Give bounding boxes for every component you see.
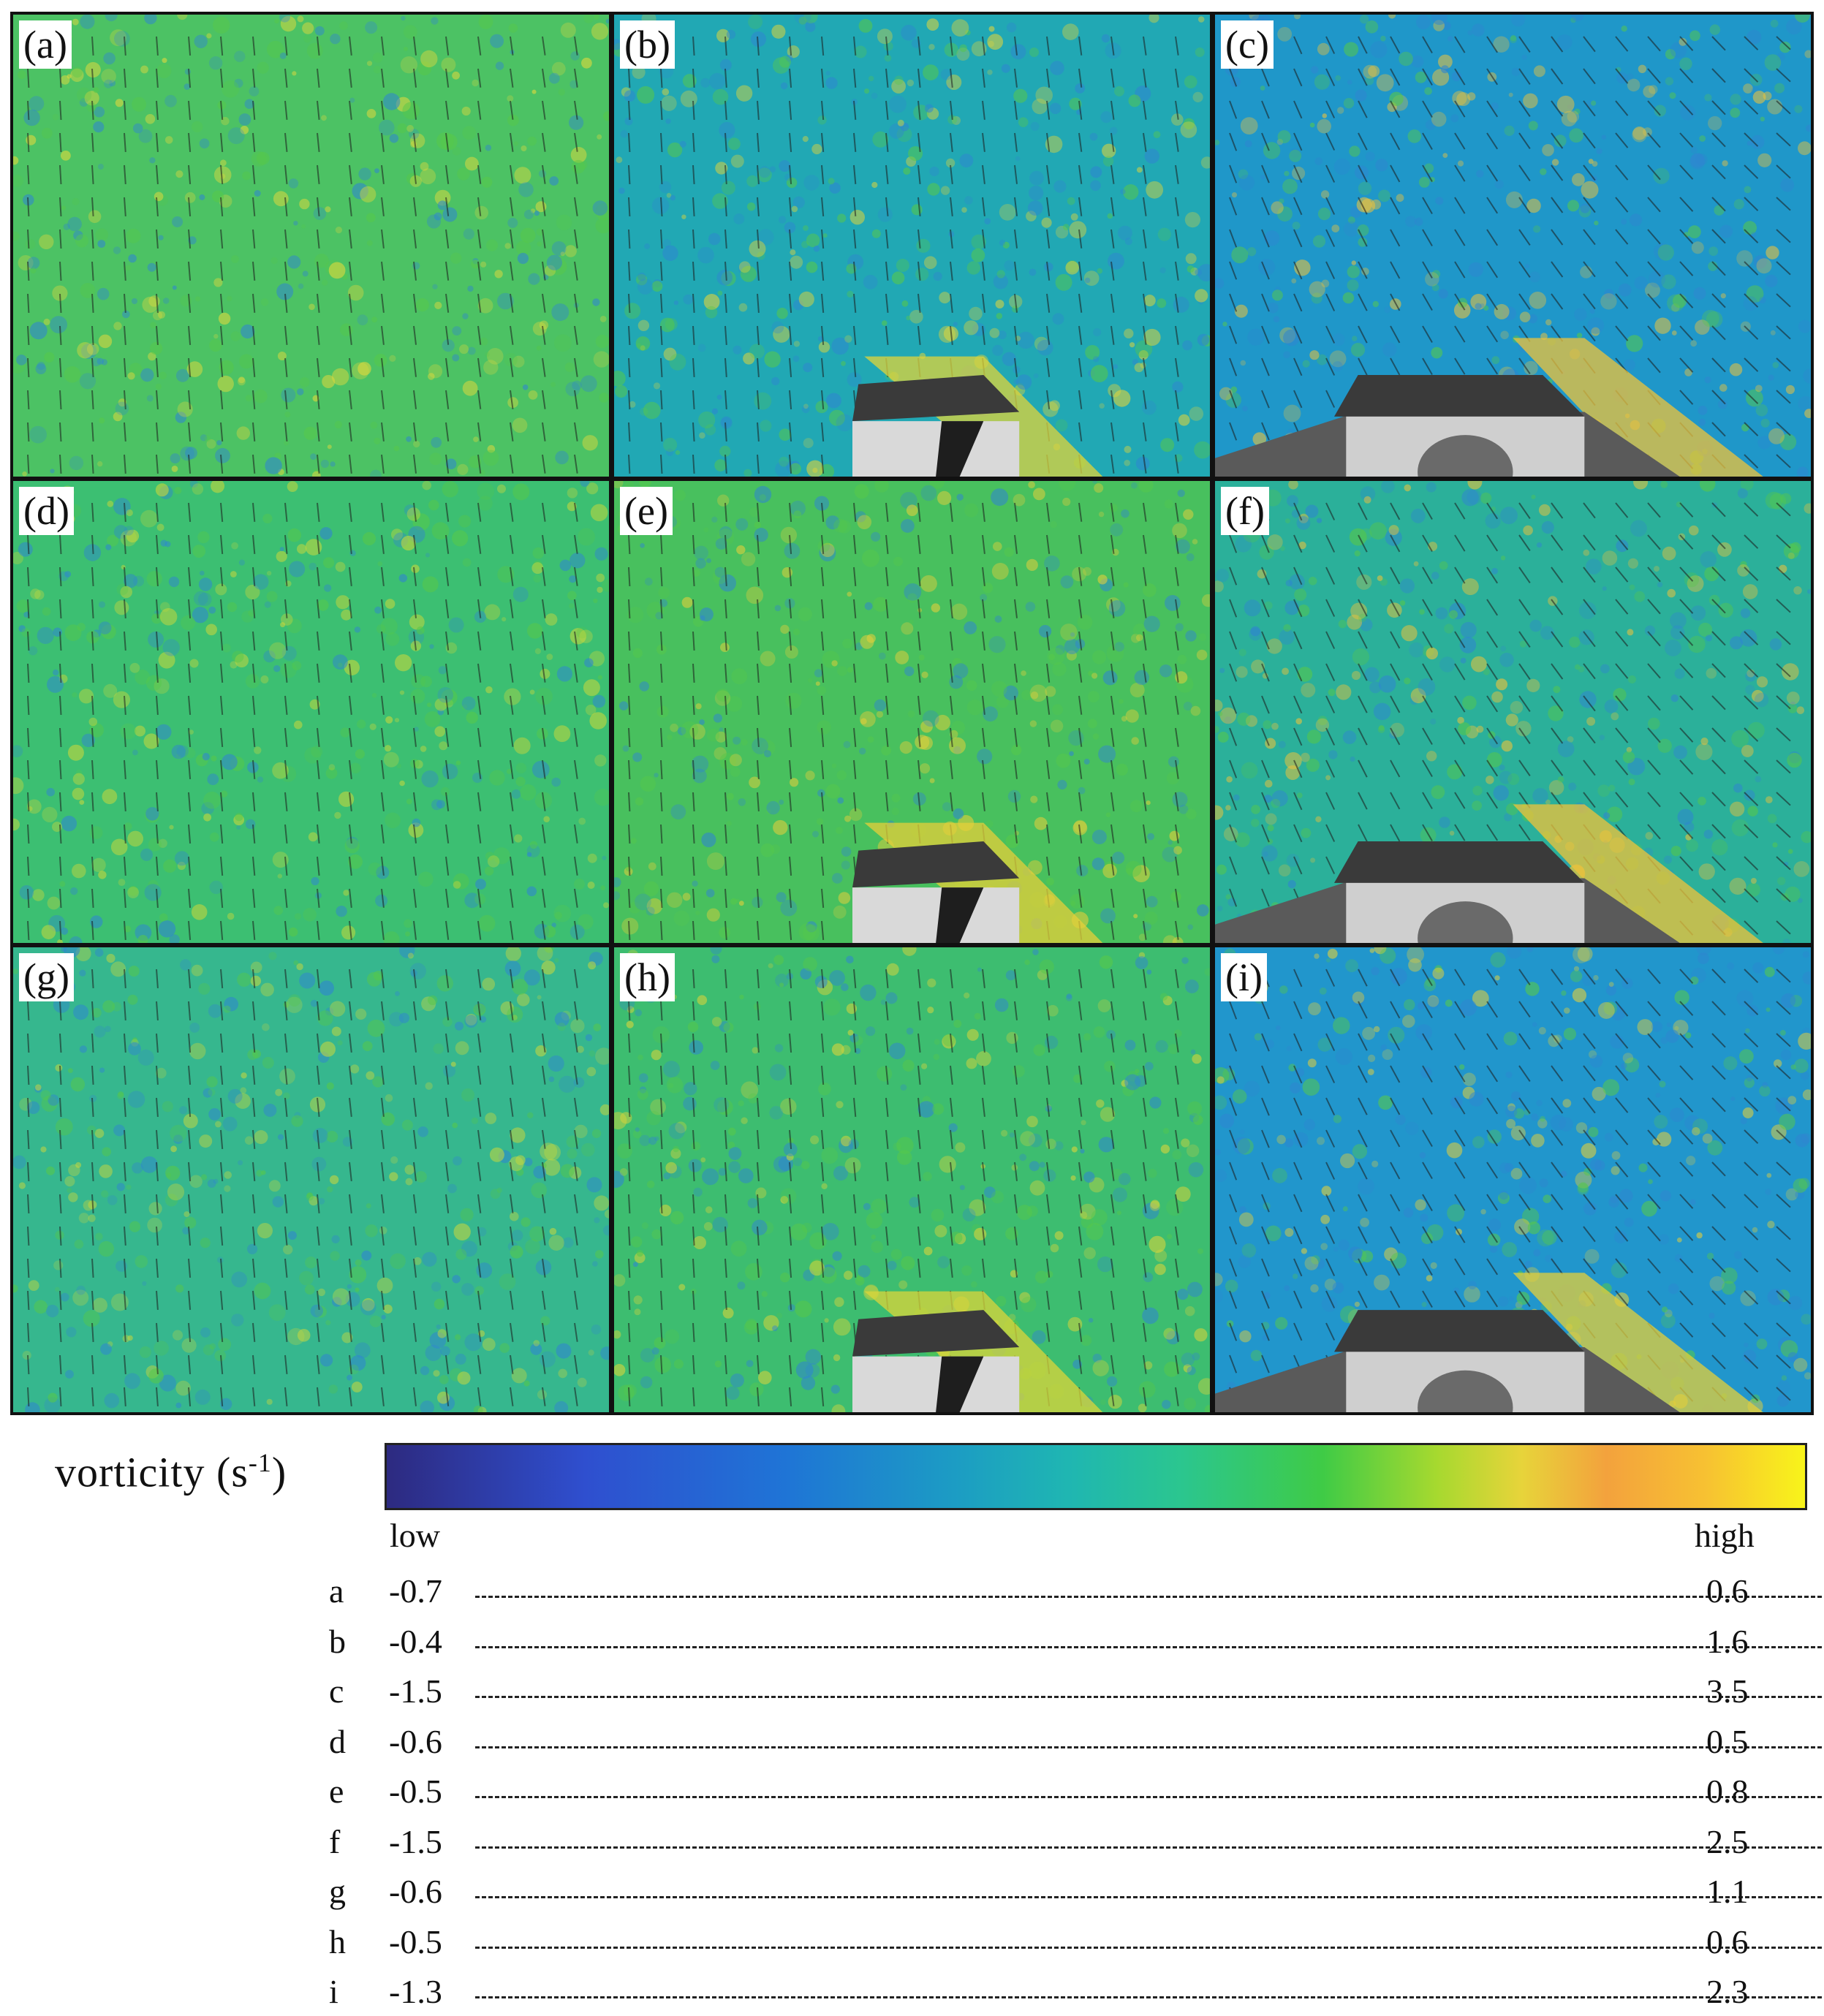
range-dashed-line <box>475 1696 1822 1698</box>
flow-field-image <box>1215 15 1811 477</box>
range-row: c -1.5 3.5 <box>329 1672 1791 1716</box>
panel-label: (e) <box>620 487 673 535</box>
flow-field-image <box>614 947 1210 1412</box>
flow-field-image <box>13 947 609 1412</box>
range-dashed-line <box>475 1846 1822 1849</box>
range-high-value: 0.6 <box>1706 1922 1749 1961</box>
flow-field-image <box>1215 947 1811 1412</box>
range-low-value: -1.5 <box>389 1822 442 1861</box>
flow-field-image <box>614 481 1210 943</box>
range-low-value: -0.6 <box>389 1722 442 1761</box>
vorticity-panel: (b) <box>614 15 1210 477</box>
range-panel-key: a <box>329 1572 344 1610</box>
panel-label: (i) <box>1221 953 1267 1001</box>
panel-label: (g) <box>19 953 74 1001</box>
range-low-value: -0.5 <box>389 1772 442 1811</box>
vorticity-panel: (d) <box>13 481 609 943</box>
vorticity-panel: (h) <box>614 947 1210 1412</box>
range-low-value: -0.7 <box>389 1572 442 1610</box>
range-row: h -0.5 0.6 <box>329 1922 1791 1966</box>
colorbar-high-label: high <box>1695 1516 1755 1555</box>
vorticity-figure-grid: (a) (b) (c) (d) (e) (f) (g) (h) (i) <box>10 12 1814 1415</box>
range-panel-key: i <box>329 1972 338 2011</box>
colorbar-low-label: low <box>390 1516 440 1555</box>
vorticity-colorbar <box>385 1443 1807 1510</box>
panel-label: (f) <box>1221 487 1269 535</box>
range-high-value: 0.8 <box>1706 1772 1749 1811</box>
range-dashed-line <box>475 1596 1822 1598</box>
vorticity-panel: (c) <box>1215 15 1811 477</box>
flow-field-image <box>1215 481 1811 943</box>
range-dashed-line <box>475 1896 1822 1898</box>
range-row: d -0.6 0.5 <box>329 1722 1791 1766</box>
vorticity-panel: (a) <box>13 15 609 477</box>
range-low-value: -0.5 <box>389 1922 442 1961</box>
range-panel-key: e <box>329 1772 344 1811</box>
panel-label: (c) <box>1221 20 1274 69</box>
range-row: i -1.3 2.3 <box>329 1972 1791 2016</box>
range-high-value: 3.5 <box>1706 1672 1749 1710</box>
panel-label: (d) <box>19 487 74 535</box>
range-high-value: 2.3 <box>1706 1972 1749 2011</box>
range-panel-key: c <box>329 1672 344 1710</box>
vorticity-panel: (g) <box>13 947 609 1412</box>
range-panel-key: b <box>329 1622 346 1661</box>
range-high-value: 0.6 <box>1706 1572 1749 1610</box>
range-panel-key: g <box>329 1872 346 1911</box>
range-low-value: -0.6 <box>389 1872 442 1911</box>
range-dashed-line <box>475 1996 1822 1998</box>
range-dashed-line <box>475 1947 1822 1949</box>
range-high-value: 1.6 <box>1706 1622 1749 1661</box>
range-dashed-line <box>475 1646 1822 1648</box>
colorbar-title: vorticity (s-1) <box>55 1447 287 1496</box>
flow-field-image <box>13 15 609 477</box>
range-high-value: 0.5 <box>1706 1722 1749 1761</box>
range-dashed-line <box>475 1746 1822 1748</box>
range-high-value: 1.1 <box>1706 1872 1749 1911</box>
range-row: g -0.6 1.1 <box>329 1872 1791 1916</box>
vorticity-panel: (e) <box>614 481 1210 943</box>
flow-field-image <box>13 481 609 943</box>
range-row: b -0.4 1.6 <box>329 1622 1791 1666</box>
range-row: f -1.5 2.5 <box>329 1822 1791 1866</box>
range-panel-key: h <box>329 1922 346 1961</box>
range-low-value: -1.5 <box>389 1672 442 1710</box>
range-panel-key: f <box>329 1822 340 1861</box>
panel-label: (h) <box>620 953 675 1001</box>
vorticity-panel: (i) <box>1215 947 1811 1412</box>
vorticity-panel: (f) <box>1215 481 1811 943</box>
range-low-value: -1.3 <box>389 1972 442 2011</box>
panel-label: (a) <box>19 20 72 69</box>
range-panel-key: d <box>329 1722 346 1761</box>
range-row: e -0.5 0.8 <box>329 1772 1791 1816</box>
range-dashed-line <box>475 1796 1822 1798</box>
panel-label: (b) <box>620 20 675 69</box>
range-row: a -0.7 0.6 <box>329 1572 1791 1615</box>
range-low-value: -0.4 <box>389 1622 442 1661</box>
flow-field-image <box>614 15 1210 477</box>
range-high-value: 2.5 <box>1706 1822 1749 1861</box>
